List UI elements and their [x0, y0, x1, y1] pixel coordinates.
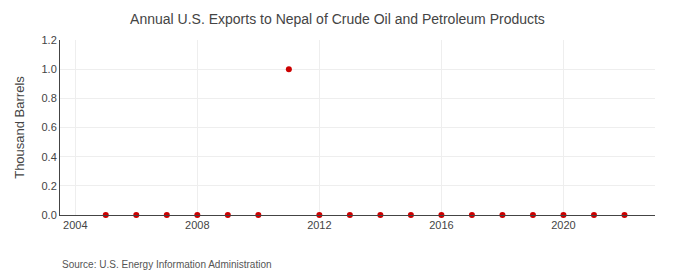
- svg-text:0.6: 0.6: [42, 121, 57, 133]
- svg-text:Thousand Barrels: Thousand Barrels: [12, 76, 27, 179]
- svg-text:2012: 2012: [307, 219, 331, 231]
- svg-text:2008: 2008: [185, 219, 209, 231]
- svg-text:Source: U.S. Energy Informatio: Source: U.S. Energy Information Administ…: [62, 259, 272, 270]
- svg-text:1.0: 1.0: [42, 63, 57, 75]
- svg-text:1.2: 1.2: [42, 34, 57, 46]
- svg-text:2020: 2020: [551, 219, 575, 231]
- svg-text:2016: 2016: [429, 219, 453, 231]
- svg-text:0.2: 0.2: [42, 180, 57, 192]
- svg-text:0.0: 0.0: [42, 209, 57, 221]
- svg-text:2004: 2004: [63, 219, 87, 231]
- svg-text:0.4: 0.4: [42, 151, 57, 163]
- svg-text:Annual U.S. Exports to Nepal o: Annual U.S. Exports to Nepal of Crude Oi…: [130, 11, 545, 27]
- svg-text:0.8: 0.8: [42, 92, 57, 104]
